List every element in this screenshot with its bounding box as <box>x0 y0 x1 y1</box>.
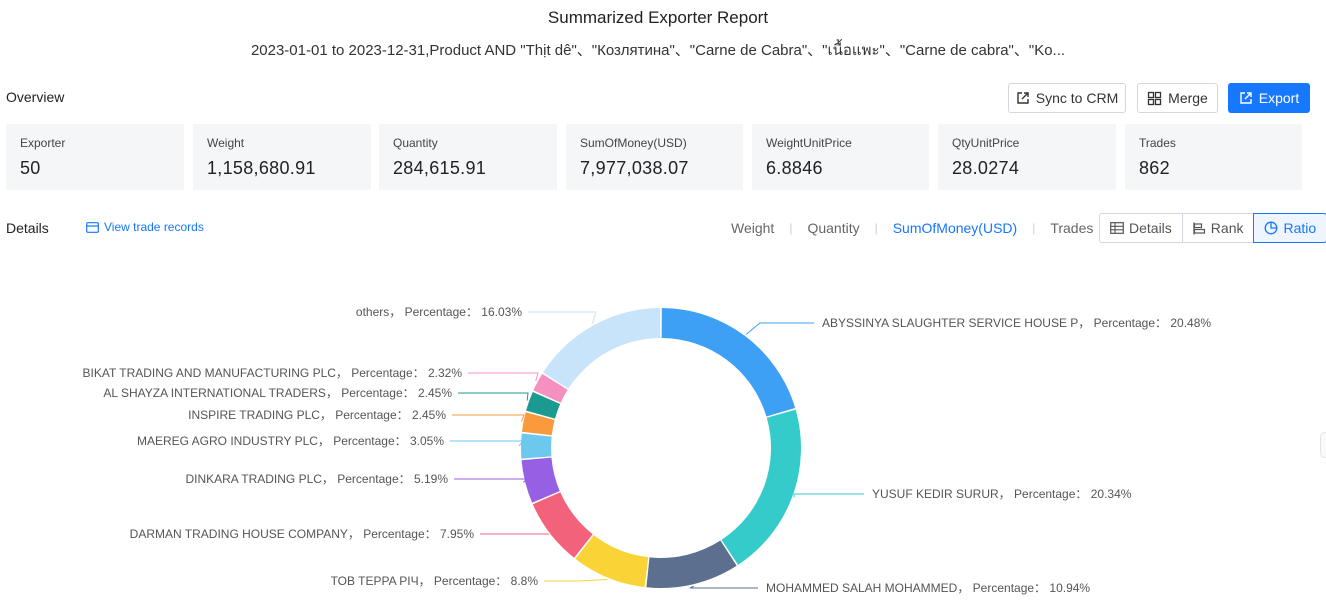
slice-label: AL SHAYZA INTERNATIONAL TRADERS， Percent… <box>103 386 452 400</box>
export-button[interactable]: Export <box>1228 83 1310 113</box>
view-ratio-button[interactable]: Ratio <box>1253 213 1326 243</box>
overview-label: Overview <box>6 89 65 105</box>
leader-line <box>689 585 758 589</box>
leader-line <box>544 578 608 582</box>
side-panel-handle[interactable] <box>1320 432 1326 458</box>
sync-to-crm-button[interactable]: Sync to CRM <box>1008 83 1126 113</box>
donut-slice[interactable] <box>521 433 552 459</box>
card-label: Exporter <box>20 136 66 150</box>
card-sum-of-money: SumOfMoney(USD) 7,977,038.07 <box>566 124 743 190</box>
slice-label: MAEREG AGRO INDUSTRY PLC， Percentage： 3.… <box>137 434 444 448</box>
slice-label: others， Percentage： 16.03% <box>356 305 522 319</box>
card-value: 6.8846 <box>766 158 823 178</box>
view-rank-button[interactable]: Rank <box>1181 213 1255 243</box>
view-rank-label: Rank <box>1210 220 1244 236</box>
tab-weight[interactable]: Weight <box>731 220 775 236</box>
leader-line <box>793 493 864 498</box>
tab-divider: | <box>874 221 878 235</box>
donut-slice[interactable] <box>661 308 796 417</box>
view-trade-records-link[interactable]: View trade records <box>86 220 204 234</box>
card-value: 862 <box>1139 158 1170 178</box>
slice-label: DINKARA TRADING PLC， Percentage： 5.19% <box>185 472 448 486</box>
slice-label: YUSUF KEDIR SURUR， Percentage： 20.34% <box>872 487 1132 501</box>
leader-line <box>454 478 529 483</box>
card-label: QtyUnitPrice <box>952 136 1020 150</box>
view-trade-records-label: View trade records <box>104 220 204 234</box>
export-label: Export <box>1258 90 1300 106</box>
external-link-icon <box>1017 92 1029 104</box>
card-label: Trades <box>1139 136 1176 150</box>
tab-quantity[interactable]: Quantity <box>807 220 860 236</box>
donut-slice[interactable] <box>575 535 649 588</box>
export-icon <box>1240 92 1252 104</box>
card-value: 50 <box>20 158 41 178</box>
leader-line <box>468 372 539 382</box>
card-quantity: Quantity 284,615.91 <box>379 124 557 190</box>
merge-button[interactable]: Merge <box>1137 83 1218 113</box>
card-value: 28.0274 <box>952 158 1020 178</box>
card-label: Weight <box>207 136 245 150</box>
report-subtitle: 2023-01-01 to 2023-12-31,Product AND "Th… <box>250 42 1066 59</box>
leader-line <box>450 440 525 447</box>
card-exporter: Exporter 50 <box>6 124 184 190</box>
details-label: Details <box>6 220 49 236</box>
donut-slice[interactable] <box>721 409 801 565</box>
card-label: SumOfMoney(USD) <box>580 136 687 150</box>
donut-slice[interactable] <box>532 492 593 558</box>
tab-divider: | <box>1032 221 1036 235</box>
slice-label: TOB TEPPA PIЧ， Percentage： 8.8% <box>331 574 539 588</box>
tab-sum-of-money[interactable]: SumOfMoney(USD) <box>892 220 1018 236</box>
leader-line <box>480 533 550 536</box>
card-trades: Trades 862 <box>1125 124 1302 190</box>
card-qty-unit-price: QtyUnitPrice 28.0274 <box>938 124 1116 190</box>
pie-chart-icon <box>1265 221 1278 235</box>
slice-label: BIKAT TRADING AND MANUFACTURING PLC， Per… <box>83 366 463 380</box>
leader-line <box>528 311 597 324</box>
card-value: 1,158,680.91 <box>207 158 316 178</box>
card-label: WeightUnitPrice <box>766 136 852 150</box>
card-weight: Weight 1,158,680.91 <box>193 124 371 190</box>
merge-icon <box>1148 91 1162 105</box>
view-mode-group: Details Rank Ratio <box>1099 213 1326 243</box>
donut-slice[interactable] <box>533 373 568 403</box>
card-value: 284,615.91 <box>393 158 487 178</box>
leader-line <box>452 414 525 422</box>
donut-slice[interactable] <box>646 540 737 588</box>
leader-line <box>745 322 814 335</box>
records-icon <box>86 221 99 233</box>
report-title: Summarized Exporter Report <box>547 8 769 27</box>
table-icon <box>1110 222 1124 234</box>
sync-to-crm-label: Sync to CRM <box>1035 90 1119 106</box>
view-ratio-label: Ratio <box>1283 220 1317 236</box>
view-details-label: Details <box>1129 220 1172 236</box>
donut-slice[interactable] <box>543 308 661 389</box>
slice-label: MOHAMMED SALAH MOHAMMED， Percentage： 10.… <box>766 581 1090 595</box>
merge-label: Merge <box>1168 90 1208 106</box>
slice-label: INSPIRE TRADING PLC， Percentage： 2.45% <box>188 408 446 422</box>
tab-trades[interactable]: Trades <box>1050 220 1094 236</box>
leader-line <box>458 392 529 401</box>
slice-label: ABYSSINYA SLAUGHTER SERVICE HOUSE P， Per… <box>822 316 1211 330</box>
metric-tabs: Weight | Quantity | SumOfMoney(USD) | Tr… <box>731 220 1093 236</box>
card-value: 7,977,038.07 <box>580 158 689 178</box>
card-weight-unit-price: WeightUnitPrice 6.8846 <box>752 124 929 190</box>
tab-divider: | <box>789 221 793 235</box>
view-details-button[interactable]: Details <box>1099 213 1183 243</box>
donut-slice[interactable] <box>521 412 555 436</box>
slice-label: DARMAN TRADING HOUSE COMPANY， Percentage… <box>130 527 475 541</box>
donut-slice[interactable] <box>526 391 561 419</box>
donut-slice[interactable] <box>521 457 560 503</box>
bar-rank-icon <box>1193 222 1205 234</box>
card-label: Quantity <box>393 136 438 150</box>
